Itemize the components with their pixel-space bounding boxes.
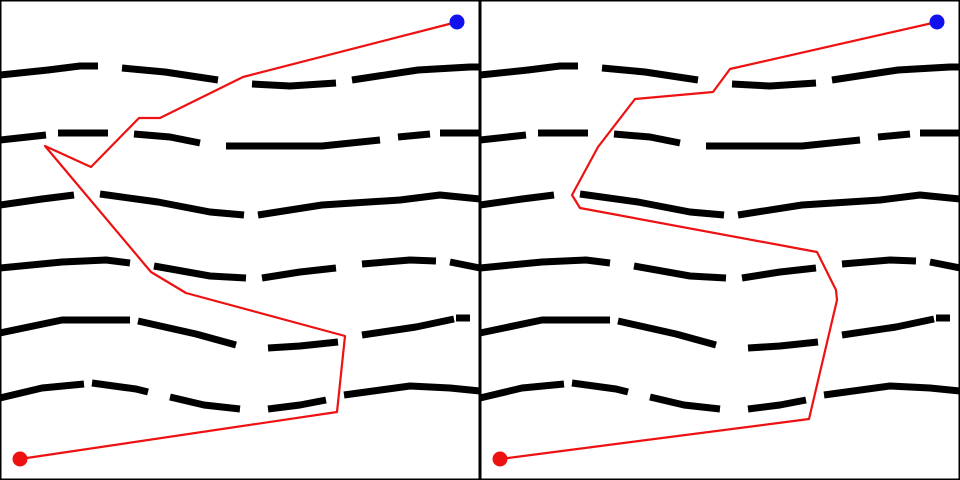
wall-segment xyxy=(226,136,381,150)
wall-segment xyxy=(137,317,237,349)
left-goal-marker xyxy=(449,14,465,30)
wall-segment xyxy=(617,317,717,349)
wall-segment xyxy=(479,131,527,144)
wall-segment xyxy=(267,338,339,352)
right-solution-path xyxy=(498,20,939,461)
wall-segment xyxy=(99,190,245,219)
wall-segment xyxy=(133,130,201,147)
wall-segment xyxy=(929,258,960,272)
left-panel-frame xyxy=(0,0,480,480)
wall-segment xyxy=(731,79,817,90)
wall-segment xyxy=(0,131,47,144)
wall-segment xyxy=(479,256,611,272)
wall-segment xyxy=(91,379,149,396)
wall-segment xyxy=(351,63,480,84)
wall-segment xyxy=(741,264,817,282)
right-goal-marker xyxy=(929,14,945,30)
wall-segment xyxy=(121,64,219,84)
left-panel xyxy=(0,0,481,480)
wall-segment xyxy=(261,264,337,282)
wall-segment xyxy=(361,315,455,339)
wall-segment xyxy=(831,63,960,84)
wall-segment xyxy=(823,382,960,399)
wall-segment xyxy=(251,79,337,90)
wall-segment xyxy=(0,256,131,272)
wall-segment xyxy=(841,256,917,268)
wall-segment xyxy=(747,338,819,352)
wall-segment xyxy=(649,393,721,413)
wall-segment xyxy=(571,379,629,396)
wall-segment xyxy=(706,136,861,150)
wall-segment xyxy=(579,190,725,219)
wall-segment xyxy=(479,191,555,209)
wall-segment xyxy=(877,130,911,141)
right-walls xyxy=(479,62,960,413)
wall-segment xyxy=(633,262,727,282)
wall-segment xyxy=(0,316,130,337)
wall-segment xyxy=(613,130,681,147)
wall-segment xyxy=(479,62,578,79)
wall-segment xyxy=(737,191,960,219)
wall-segment xyxy=(267,396,327,413)
wall-segment xyxy=(449,258,481,272)
wall-segment xyxy=(601,64,699,84)
right-start-marker xyxy=(492,451,508,467)
wall-segment xyxy=(169,393,241,413)
wall-segment xyxy=(257,191,481,219)
wall-segment xyxy=(361,256,437,268)
wall-segment xyxy=(479,316,610,337)
wall-segment xyxy=(397,130,431,141)
wall-segment xyxy=(343,382,481,399)
right-panel-frame xyxy=(480,0,960,480)
wall-segment xyxy=(0,380,85,402)
left-solution-path xyxy=(18,20,459,461)
left-walls xyxy=(0,62,481,413)
right-panel xyxy=(479,0,960,480)
left-start-marker xyxy=(12,451,28,467)
wall-segment xyxy=(0,62,98,79)
wall-segment xyxy=(841,315,935,339)
wall-segment xyxy=(747,396,807,413)
wall-segment xyxy=(0,191,75,209)
wall-segment xyxy=(479,380,565,402)
wall-segment xyxy=(153,262,247,282)
